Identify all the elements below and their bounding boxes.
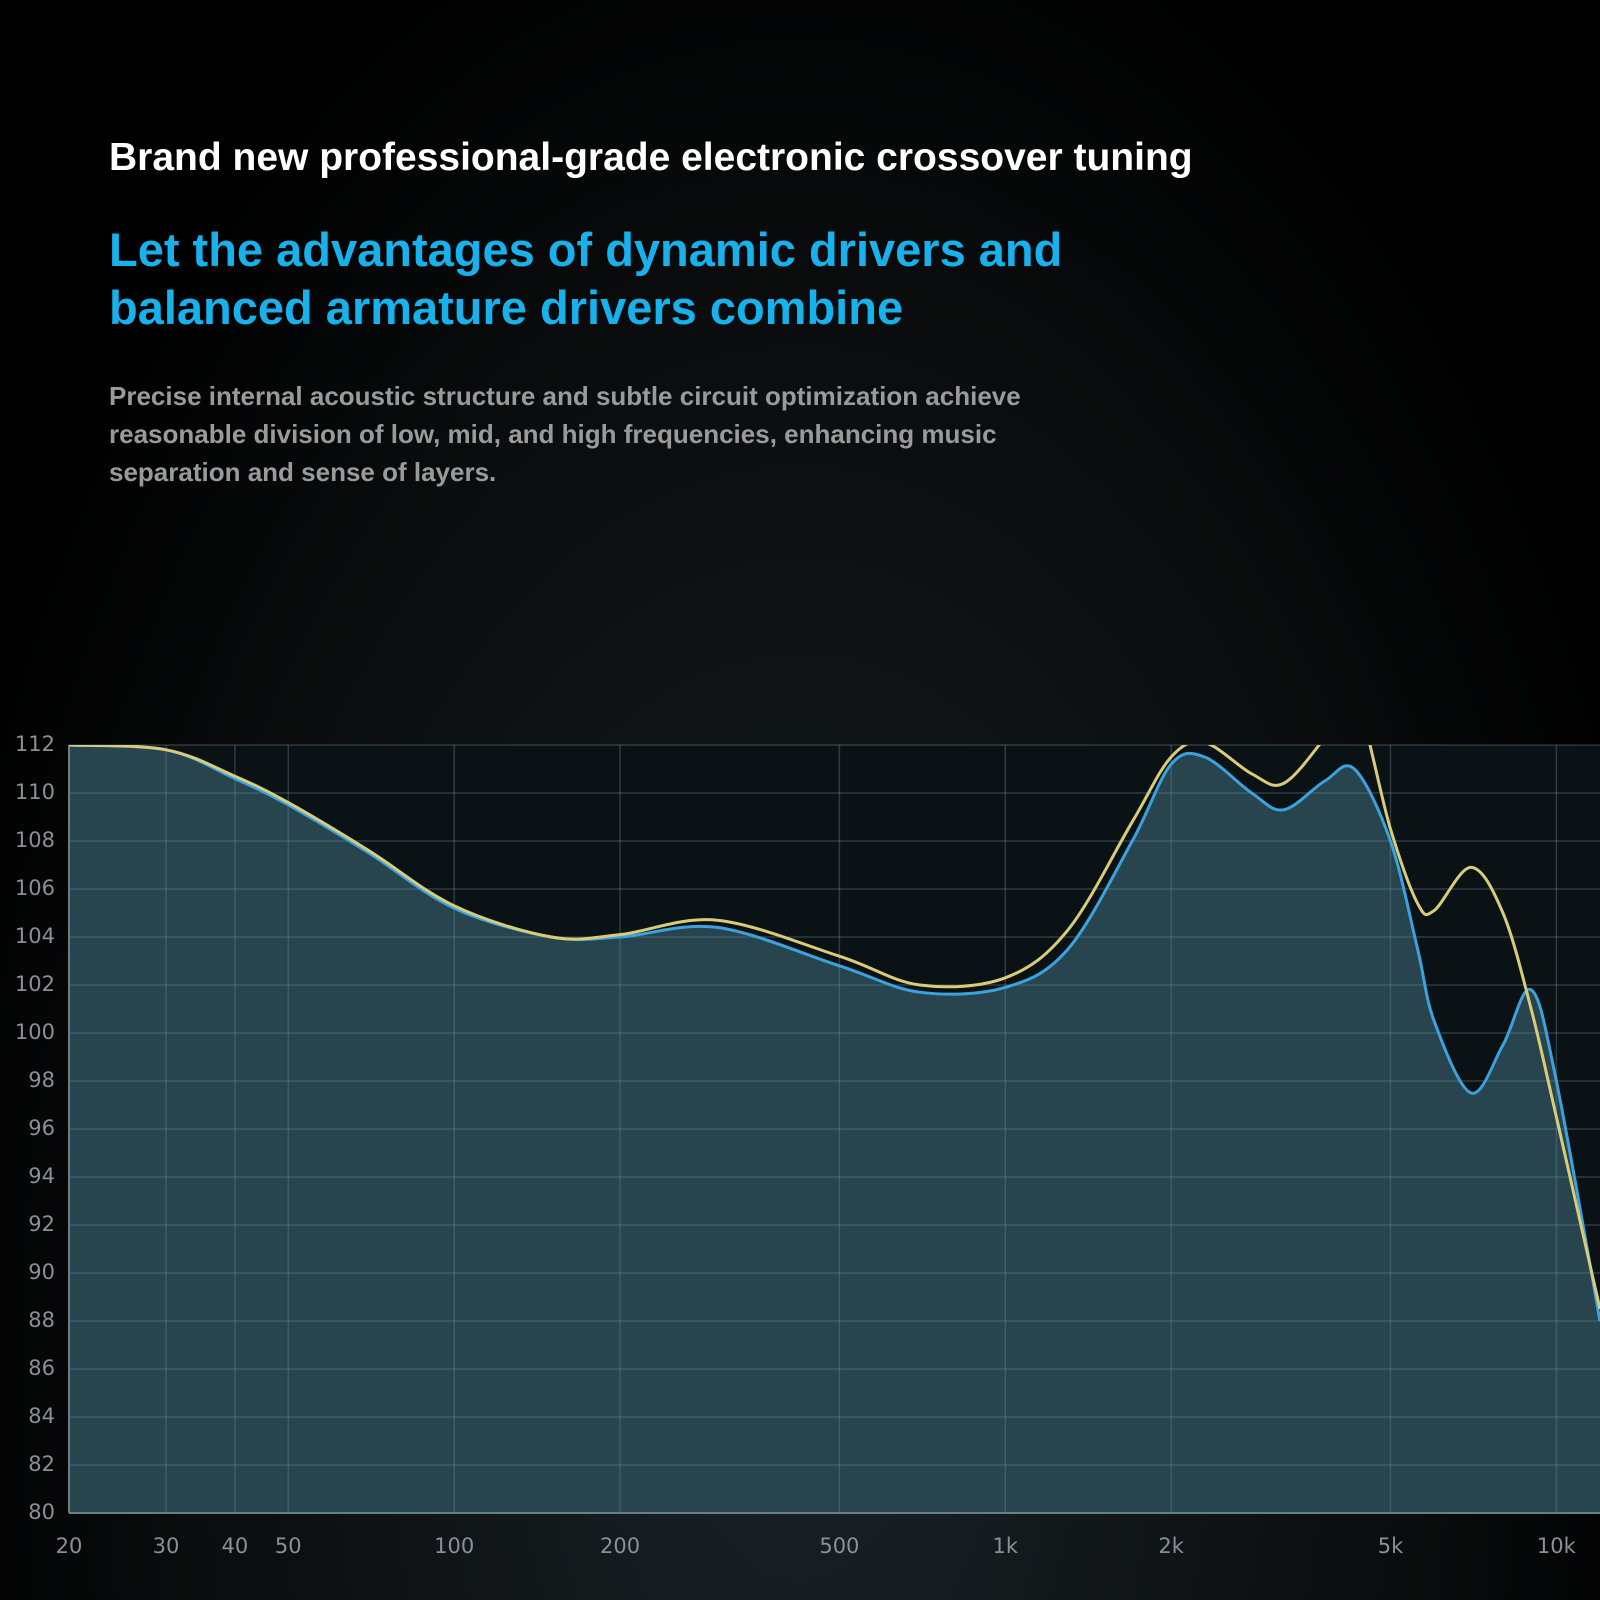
- y-tick-label: 104: [15, 924, 55, 948]
- title: Brand new professional-grade electronic …: [109, 136, 1193, 179]
- y-tick-label: 98: [28, 1068, 55, 1092]
- subtitle-line: balanced armature drivers combine: [109, 281, 904, 334]
- description-line: Precise internal acoustic structure and …: [109, 381, 1021, 411]
- y-tick-label: 82: [28, 1452, 55, 1476]
- y-tick-label: 102: [15, 972, 55, 996]
- y-tick-label: 88: [28, 1308, 55, 1332]
- y-tick-label: 94: [28, 1164, 55, 1188]
- y-tick-label: 110: [15, 780, 55, 804]
- plot: [69, 745, 1600, 1513]
- x-tick-label: 1k: [993, 1534, 1019, 1558]
- x-tick-label: 30: [153, 1534, 180, 1558]
- plot-background: [69, 745, 1600, 1513]
- x-tick-label: 40: [222, 1534, 249, 1558]
- subtitle-line: Let the advantages of dynamic drivers an…: [109, 223, 1063, 276]
- y-tick-label: 112: [15, 732, 55, 756]
- y-tick-label: 84: [28, 1404, 55, 1428]
- x-tick-label: 50: [275, 1534, 302, 1558]
- x-tick-label: 20: [56, 1534, 83, 1558]
- y-tick-label: 106: [15, 876, 55, 900]
- x-tick-label: 5k: [1378, 1534, 1404, 1558]
- y-tick-label: 100: [15, 1020, 55, 1044]
- line: [69, 745, 1600, 1322]
- y-tick-label: 80: [28, 1500, 55, 1524]
- x-tick-label: 2k: [1158, 1534, 1184, 1558]
- line: [69, 745, 1600, 1310]
- description-line: reasonable division of low, mid, and hig…: [109, 419, 997, 449]
- y-tick-label: 96: [28, 1116, 55, 1140]
- y-tick-label: 90: [28, 1260, 55, 1284]
- x-tick-label: 100: [434, 1534, 474, 1558]
- x-tick-label: 500: [819, 1534, 859, 1558]
- area: [69, 745, 1600, 1513]
- x-tick-label: 200: [600, 1534, 640, 1558]
- y-tick-label: 92: [28, 1212, 55, 1236]
- description-line: separation and sense of layers.: [109, 457, 497, 487]
- x-tick-label: 10k: [1537, 1534, 1577, 1558]
- y-tick-label: 86: [28, 1356, 55, 1380]
- y-tick-label: 108: [15, 828, 55, 852]
